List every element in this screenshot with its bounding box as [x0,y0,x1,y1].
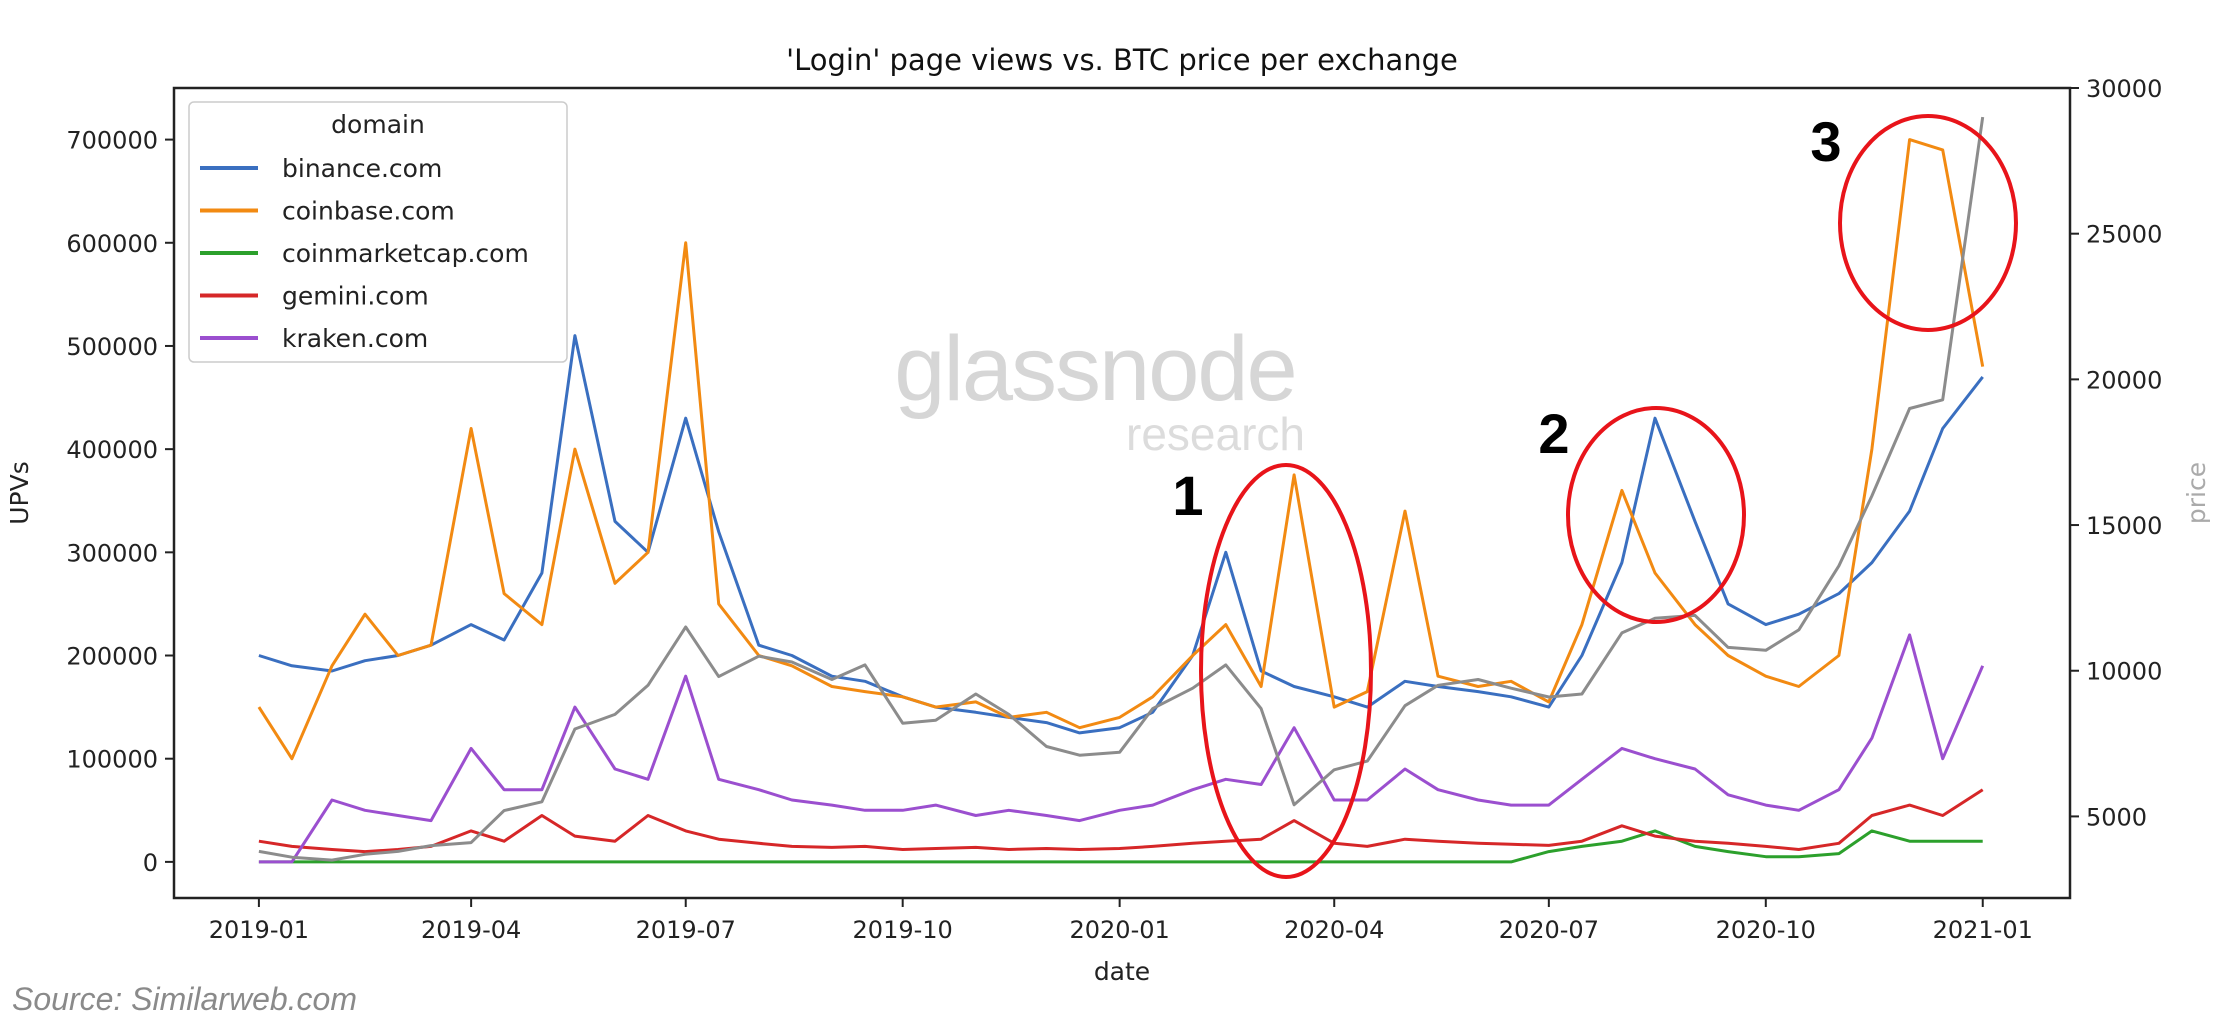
legend-label: coinbase.com [282,197,455,226]
y-tick-label: 400000 [66,436,158,464]
legend-box [188,101,568,363]
y-tick-label: 200000 [66,643,158,671]
legend-title: domain [331,110,425,139]
legend-label: gemini.com [282,282,429,311]
y2-axis-label: price [2182,462,2211,524]
annotation-ellipse-2 [1566,406,1746,624]
x-tick-label: 2019-04 [421,916,521,944]
y-tick-label: 700000 [66,127,158,155]
y2-tick-label: 15000 [2086,512,2162,540]
y2-tick-label: 25000 [2086,221,2162,249]
x-tick-label: 2021-01 [1933,916,2033,944]
series-line-btc-price [258,116,1985,862]
watermark-main: glassnode [894,318,1295,420]
legend-label: kraken.com [282,324,428,353]
x-axis-label: date [1094,957,1150,986]
watermark-sub: research [1126,408,1305,460]
legend-item: kraken.com [200,324,428,353]
series-line-coinbase-com [257,138,1985,761]
ticks-layer: 2019-01 2019-04 2019-07 2019-10 2020-01 2020-… [66,75,2162,944]
annotation-ellipse-3 [1838,114,2018,332]
annotation-label-2: 2 [1538,402,1569,465]
annotation-ellipse-1 [1199,463,1373,879]
y2-tick-label: 10000 [2086,658,2162,686]
legend-item: binance.com [200,154,442,183]
x-tick-label: 2019-07 [636,916,736,944]
y-axis-label: UPVs [5,461,34,525]
legend-item: gemini.com [200,282,429,311]
y2-tick-label: 30000 [2086,75,2162,103]
y2-tick-label: 20000 [2086,366,2162,394]
x-tick-label: 2020-01 [1070,916,1170,944]
series-layer [257,116,1985,864]
y-tick-label: 600000 [66,230,158,258]
annotations: 1 2 3 [1172,110,2018,879]
legend-item: coinmarketcap.com [200,239,529,268]
x-tick-label: 2019-10 [853,916,953,944]
legend-label: coinmarketcap.com [282,239,529,268]
legend-item: coinbase.com [200,197,455,226]
series-line-gemini-com [258,788,1984,854]
watermark: glassnode research [894,318,1305,460]
series-line-binance-com [258,334,1984,735]
plot-frame [172,86,2072,900]
annotation-label-1: 1 [1172,464,1203,527]
legend-label: binance.com [282,154,442,183]
series-line-coinmarketcap-com [258,829,1983,864]
chart-title: 'Login' page views vs. BTC price per exc… [786,43,1458,77]
y-tick-label: 300000 [66,539,158,567]
y2-tick-label: 5000 [2086,803,2147,831]
legend: domain binance.com coinbase.com coinmarket… [188,101,568,363]
y-tick-label: 500000 [66,333,158,361]
x-tick-label: 2019-01 [209,916,309,944]
y-tick-label: 100000 [66,746,158,774]
x-tick-label: 2020-10 [1716,916,1816,944]
y-tick-label: 0 [143,849,158,877]
x-tick-label: 2020-04 [1284,916,1384,944]
series-line-kraken-com [258,633,1985,864]
legend-items: binance.com coinbase.com coinmarketcap.com… [200,154,529,353]
annotation-label-3: 3 [1810,110,1841,173]
source-note: Source: Similarweb.com [12,981,357,1017]
x-tick-label: 2020-07 [1499,916,1599,944]
